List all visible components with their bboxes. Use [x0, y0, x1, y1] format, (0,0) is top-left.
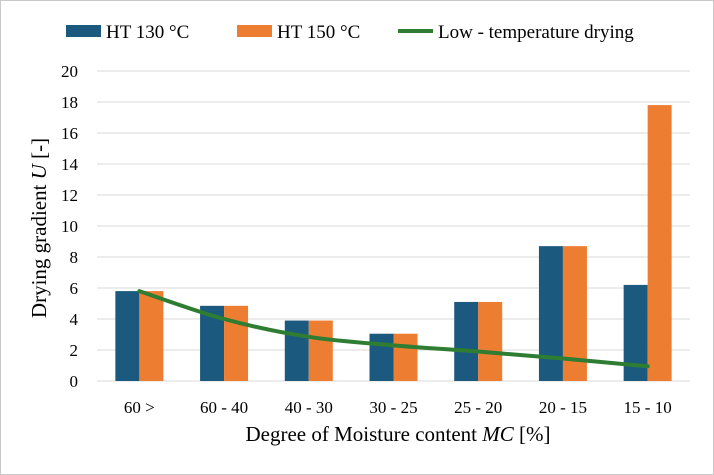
y-tick-label: 8: [70, 248, 79, 267]
x-tick-labels: 60 > 60 - 40 40 - 30 30 - 25 25 - 20 20 - 15 1…: [124, 398, 672, 417]
bar: [647, 105, 672, 381]
bar: [139, 291, 164, 381]
x-axis-title: Degree of Moisture content MC [%]: [246, 422, 551, 446]
y-axis-title-prefix: Drying gradient: [27, 179, 51, 318]
y-axis-title-variable: U: [27, 162, 51, 179]
bar: [454, 301, 479, 381]
x-tick-label: 40 - 30: [285, 398, 333, 417]
legend-swatch: [237, 25, 272, 37]
y-tick-label: 20: [61, 62, 78, 81]
bar: [115, 291, 140, 381]
bars: [115, 105, 672, 381]
bar: [478, 301, 503, 381]
x-tick-label: 60 - 40: [200, 398, 248, 417]
bar: [224, 305, 249, 381]
legend-label: Low - temperature drying: [438, 22, 634, 43]
y-tick-label: 12: [61, 186, 78, 205]
y-tick-label: 2: [70, 341, 79, 360]
x-tick-label: 60 >: [124, 398, 155, 417]
y-axis-title-suffix: [-]: [27, 138, 51, 164]
x-axis-title-suffix: [%]: [514, 422, 551, 446]
x-tick-label: 25 - 20: [454, 398, 502, 417]
legend-label: HT 150 °C: [277, 22, 360, 43]
x-tick-label: 30 - 25: [369, 398, 417, 417]
x-axis-title-variable: MC: [481, 422, 514, 446]
y-tick-label: 6: [70, 279, 79, 298]
y-tick-label: 14: [61, 155, 79, 174]
legend-label: HT 130 °C: [106, 22, 189, 43]
legend-swatch: [66, 25, 101, 37]
y-tick-label: 16: [61, 124, 78, 143]
bar: [369, 333, 394, 381]
line-series: [137, 289, 650, 369]
y-tick-label: 10: [61, 217, 78, 236]
bar: [393, 333, 418, 381]
gridlines: [97, 70, 690, 382]
bar: [308, 320, 333, 381]
y-tick-labels: 0 2 4 6 8 10 12 14 16 18 20: [61, 62, 79, 391]
y-axis-title: Drying gradient U [-]: [27, 138, 51, 318]
x-axis-title-prefix: Degree of Moisture content: [246, 422, 483, 446]
y-tick-label: 0: [70, 372, 79, 391]
x-tick-label: 20 - 15: [539, 398, 587, 417]
legend: HT 130 °C HT 150 °C Low - temperature dryi…: [66, 22, 634, 43]
y-tick-label: 18: [61, 93, 78, 112]
bar: [284, 320, 309, 381]
bar: [538, 246, 563, 381]
x-tick-label: 15 - 10: [624, 398, 672, 417]
y-tick-label: 4: [70, 310, 79, 329]
